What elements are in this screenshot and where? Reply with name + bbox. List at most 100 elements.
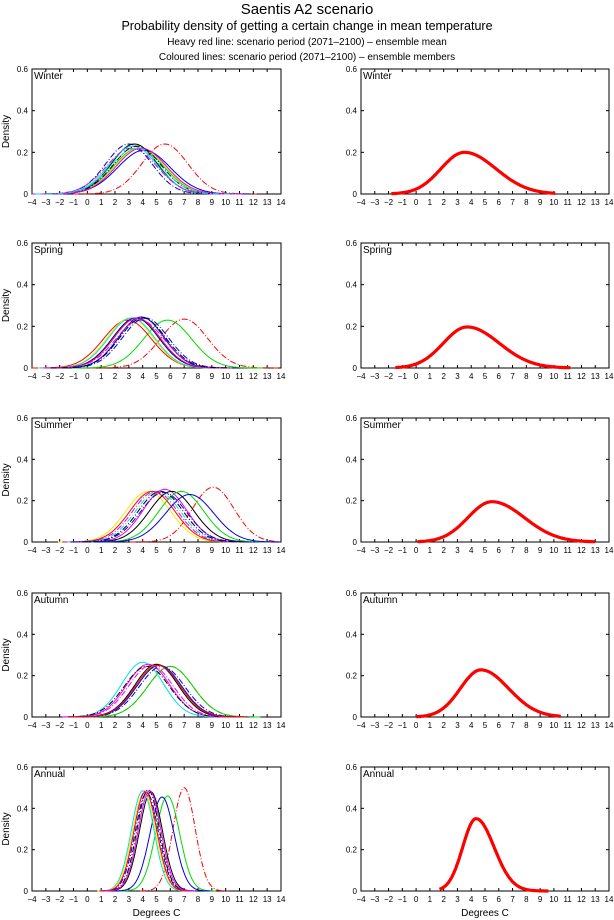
x-tick-label: 6 — [168, 198, 173, 207]
x-tick-label: −1 — [69, 895, 79, 904]
x-tick-label: 5 — [154, 895, 159, 904]
x-tick-label: 13 — [591, 546, 600, 555]
x-tick-label: 7 — [182, 546, 187, 555]
season-label-winter: Winter — [34, 71, 64, 82]
x-tick-label: 2 — [113, 372, 118, 381]
x-tick-label: 13 — [591, 198, 600, 207]
x-tick-label: 13 — [263, 198, 272, 207]
y-tick-label: 0.2 — [17, 148, 29, 157]
member-curve — [90, 318, 279, 369]
y-tick-label: 0 — [24, 713, 29, 722]
x-tick-label: 14 — [277, 198, 286, 207]
x-tick-label: −3 — [41, 198, 51, 207]
x-tick-label: 5 — [483, 546, 488, 555]
x-tick-label: 0 — [85, 372, 90, 381]
member-curve — [56, 665, 237, 718]
figure-title: Saentis A2 scenario — [240, 1, 374, 18]
x-tick-label: 5 — [483, 198, 488, 207]
y-tick-label: 0.6 — [17, 414, 29, 423]
x-tick-label: 8 — [196, 546, 201, 555]
y-tick-label: 0.6 — [17, 763, 29, 772]
x-tick-label: −2 — [384, 372, 394, 381]
member-curve — [45, 317, 230, 369]
x-tick-label: 10 — [549, 721, 558, 730]
y-tick-label: 0.4 — [346, 630, 358, 639]
x-tick-label: −3 — [41, 372, 51, 381]
x-tick-label: 4 — [469, 198, 474, 207]
x-tick-label: 11 — [564, 895, 573, 904]
x-tick-label: 1 — [428, 895, 433, 904]
x-tick-label: −1 — [398, 546, 408, 555]
x-tick-label: −4 — [27, 198, 37, 207]
season-label-spring: Spring — [363, 245, 392, 256]
x-tick-label: 4 — [469, 546, 474, 555]
y-tick-label: 0.4 — [17, 804, 29, 813]
season-label-annual: Annual — [363, 769, 394, 780]
x-tick-label: 2 — [441, 895, 446, 904]
member-curve — [81, 490, 262, 543]
member-curve — [91, 490, 272, 543]
x-tick-label: −1 — [69, 372, 79, 381]
x-tick-label: 10 — [549, 198, 558, 207]
season-label-summer: Summer — [34, 420, 72, 431]
y-tick-label: 0.2 — [17, 322, 29, 331]
y-axis-label: Density — [1, 638, 12, 671]
y-tick-label: 0.2 — [346, 322, 358, 331]
x-tick-label: −4 — [356, 198, 366, 207]
member-curve — [69, 663, 244, 718]
x-tick-label: −2 — [55, 721, 65, 730]
y-tick-label: 0.2 — [17, 672, 29, 681]
member-curve — [72, 143, 257, 195]
member-curve — [99, 791, 192, 892]
ensemble-mean-curve — [417, 500, 596, 544]
x-tick-label: 5 — [154, 546, 159, 555]
x-tick-label: 6 — [168, 721, 173, 730]
x-tick-label: 13 — [263, 895, 272, 904]
member-curve — [71, 319, 264, 369]
x-tick-label: 12 — [577, 198, 586, 207]
y-tick-label: 0.4 — [346, 107, 358, 116]
x-tick-label: 8 — [524, 721, 529, 730]
x-tick-label: 1 — [99, 895, 104, 904]
x-tick-label: 14 — [277, 721, 286, 730]
x-tick-label: 6 — [497, 721, 502, 730]
x-tick-label: 1 — [99, 546, 104, 555]
x-tick-label: 11 — [235, 372, 244, 381]
member-curve — [93, 494, 281, 543]
x-tick-label: 9 — [538, 198, 543, 207]
x-tick-label: 1 — [428, 372, 433, 381]
x-tick-label: 11 — [564, 721, 573, 730]
x-tick-label: −2 — [384, 721, 394, 730]
x-tick-label: 8 — [196, 895, 201, 904]
x-tick-label: 0 — [85, 895, 90, 904]
x-tick-label: 6 — [497, 895, 502, 904]
x-tick-label: 9 — [538, 546, 543, 555]
ensemble-mean-curve — [415, 668, 562, 719]
plot-frame-ensemble-mean-winter — [360, 68, 610, 195]
x-tick-label: 5 — [483, 895, 488, 904]
x-tick-label: 14 — [605, 546, 614, 555]
x-tick-label: 4 — [469, 721, 474, 730]
x-tick-label: 12 — [577, 546, 586, 555]
member-curve — [97, 790, 189, 892]
x-tick-label: −1 — [69, 198, 79, 207]
y-tick-label: 0.6 — [346, 589, 358, 598]
y-tick-label: 0.6 — [346, 65, 358, 74]
member-curve — [62, 664, 240, 718]
y-tick-label: 0.4 — [17, 281, 29, 290]
member-curve — [70, 490, 251, 543]
x-tick-label: 12 — [577, 372, 586, 381]
y-axis-label: Density — [1, 463, 12, 496]
y-tick-label: 0 — [24, 887, 29, 896]
x-tick-label: 8 — [524, 198, 529, 207]
x-tick-label: 5 — [154, 198, 159, 207]
x-tick-label: 1 — [428, 721, 433, 730]
y-tick-label: 0.4 — [346, 804, 358, 813]
x-tick-label: 1 — [99, 372, 104, 381]
y-tick-label: 0.2 — [17, 497, 29, 506]
y-tick-label: 0.4 — [346, 281, 358, 290]
x-tick-label: −3 — [41, 721, 51, 730]
x-tick-label: −4 — [27, 721, 37, 730]
x-tick-label: 12 — [577, 721, 586, 730]
ensemble-mean-curve — [390, 150, 556, 196]
